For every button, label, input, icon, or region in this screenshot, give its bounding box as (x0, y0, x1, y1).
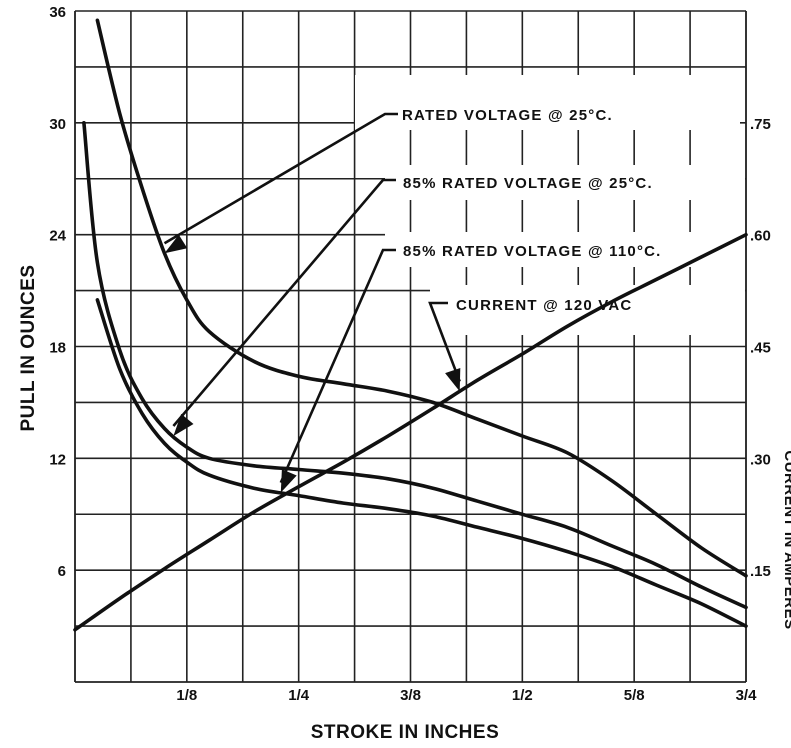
series-85pct-voltage-110c-leader (279, 248, 396, 484)
x-tick-label: 3/4 (736, 687, 758, 704)
y-tick-label: 36 (49, 4, 66, 21)
series-85pct-voltage-25c-line (82, 121, 748, 610)
series-current-120vac-leader (428, 301, 461, 382)
series-current-120vac-arrowhead (445, 368, 461, 392)
y-tick-label: 30 (49, 116, 66, 133)
grid (74, 10, 747, 683)
x-tick-label: 1/4 (288, 687, 310, 704)
x-tick-label: 1/2 (512, 687, 533, 704)
series-rated-voltage-25c-line (95, 18, 748, 578)
x-tick-label: 1/8 (176, 687, 197, 704)
x-axis-title: STROKE IN INCHES (311, 722, 500, 743)
series-labels: RATED VOLTAGE @ 25°C. 85% RATED VOLTAGE @… (402, 107, 662, 314)
series-current-120vac-label: CURRENT @ 120 VAC (456, 297, 632, 314)
y2-tick-label: .60 (750, 228, 771, 245)
x-tick-label: 3/8 (400, 687, 421, 704)
y-tick-label: 6 (58, 563, 66, 580)
series-85pct-voltage-110c-arrowhead (280, 469, 297, 493)
series-curves (73, 18, 748, 632)
tick-labels: 1/8 1/4 3/8 1/2 5/8 3/4 6 12 18 24 30 36 .15 .30 .45 .6… (49, 4, 771, 704)
series-current-120vac-line (73, 232, 748, 632)
series-85pct-voltage-25c-arrowhead (173, 413, 194, 436)
annotation-label-backdrop (355, 75, 740, 130)
annotation-label-backdrop (385, 232, 745, 267)
series-85pct-voltage-25c-leader (172, 178, 396, 427)
series-rated-voltage-25c-label: RATED VOLTAGE @ 25°C. (402, 107, 613, 124)
y-tick-label: 18 (49, 340, 66, 357)
series-85pct-voltage-25c-label: 85% RATED VOLTAGE @ 25°C. (403, 175, 653, 192)
y-tick-label: 12 (49, 451, 66, 468)
y-tick-label: 24 (49, 228, 66, 245)
series-85pct-voltage-110c-line (95, 298, 748, 628)
y2-axis-title: CURRENT IN AMPERES (781, 450, 791, 629)
annotation-label-backdrop (385, 165, 745, 200)
y2-tick-label: .75 (750, 116, 771, 133)
y2-tick-label: .30 (750, 451, 771, 468)
x-tick-label: 5/8 (624, 687, 645, 704)
series-85pct-voltage-110c-label: 85% RATED VOLTAGE @ 110°C. (403, 243, 662, 260)
y2-tick-label: .45 (750, 340, 771, 357)
annotation-label-backdrop (430, 285, 745, 335)
annotation-leaders (163, 112, 461, 493)
series-rated-voltage-25c-leader (163, 112, 398, 245)
y-axis-title: PULL IN OUNCES (18, 264, 39, 431)
y2-tick-label: .15 (750, 563, 771, 580)
series-rated-voltage-25c-arrowhead (164, 234, 188, 254)
